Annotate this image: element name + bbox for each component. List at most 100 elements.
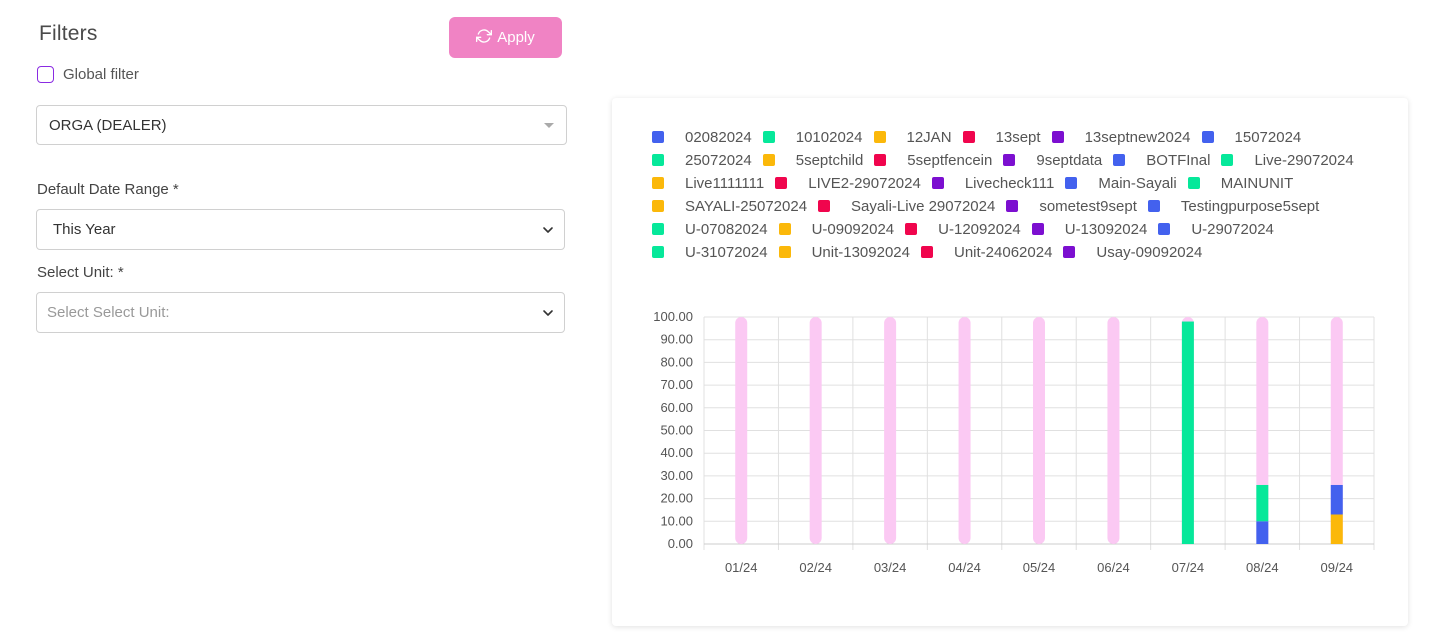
legend-label: Live1111111 xyxy=(685,174,765,192)
unit-placeholder: Select Select Unit: xyxy=(47,304,170,321)
legend-label: 02082024 xyxy=(685,128,752,146)
legend-swatch xyxy=(905,223,918,235)
bar-background xyxy=(958,317,971,544)
legend-swatch xyxy=(1158,223,1171,235)
legend-item[interactable]: U-29072024 xyxy=(1158,220,1274,238)
y-tick-label: 100.00 xyxy=(653,309,693,324)
apply-button[interactable]: Apply xyxy=(449,17,562,58)
legend-item[interactable]: Main-Sayali xyxy=(1065,174,1177,192)
stacked-bar-chart: 0.00 10.00 20.00 30.00 40.00 50.00 60.00 70.00 8… xyxy=(653,309,1375,575)
y-tick-label: 90.00 xyxy=(660,332,693,347)
bar-segment xyxy=(1256,484,1269,522)
legend-swatch xyxy=(873,131,886,143)
legend-label: 12JAN xyxy=(906,128,952,146)
legend-item[interactable]: Usay-09092024 xyxy=(1063,243,1202,261)
x-tick-label: 07/24 xyxy=(1172,560,1205,575)
legend-label: BOTFInal xyxy=(1146,151,1211,169)
legend-label: Testingpurpose5sept xyxy=(1180,197,1320,215)
legend-label: 13septnew2024 xyxy=(1084,128,1191,146)
legend-item[interactable]: SAYALI-25072024 xyxy=(652,197,807,215)
legend-item[interactable]: 5septfencein xyxy=(874,151,992,169)
legend-label: Unit-24062024 xyxy=(954,243,1053,261)
bar-segment xyxy=(1181,321,1194,544)
unit-label: Select Unit: * xyxy=(37,264,124,281)
legend-label: 5septchild xyxy=(795,151,864,169)
legend-label: 10102024 xyxy=(795,128,863,146)
legend-item[interactable]: LIVE2-29072024 xyxy=(775,174,921,192)
legend-label: U-09092024 xyxy=(811,220,895,238)
global-filter-label: Global filter xyxy=(63,66,139,83)
global-filter-checkbox[interactable] xyxy=(37,66,54,83)
legend-swatch xyxy=(778,223,791,235)
legend-swatch xyxy=(1187,177,1200,189)
legend-label: SAYALI-25072024 xyxy=(685,197,808,215)
legend-label: MAINUNIT xyxy=(1220,174,1294,192)
legend-item[interactable]: U-09092024 xyxy=(778,220,895,238)
legend-label: Live-29072024 xyxy=(1254,151,1354,169)
legend-item[interactable]: sometest9sept xyxy=(1006,197,1137,215)
chart-card: 02082024 10102024 12JAN 13sept 13septnew2024… xyxy=(612,98,1408,626)
legend-swatch xyxy=(1031,223,1044,235)
legend-swatch xyxy=(1006,200,1019,212)
legend-item[interactable]: U-12092024 xyxy=(905,220,1021,238)
legend-label: U-29072024 xyxy=(1191,220,1274,238)
y-tick-label: 70.00 xyxy=(660,377,693,392)
bar-background xyxy=(1107,317,1120,544)
bar-segment xyxy=(1330,514,1343,544)
legend-item[interactable]: Testingpurpose5sept xyxy=(1147,197,1320,215)
legend-item[interactable]: U-13092024 xyxy=(1031,220,1147,238)
legend-swatch xyxy=(1065,177,1078,189)
legend-label: U-12092024 xyxy=(938,220,1021,238)
legend-swatch xyxy=(921,246,933,258)
date-range-select[interactable]: This Year xyxy=(36,209,565,250)
legend-item[interactable]: U-07082024 xyxy=(652,220,768,238)
legend-item[interactable]: Sayali-Live 29072024 xyxy=(818,197,995,215)
x-tick-label: 09/24 xyxy=(1321,560,1354,575)
organization-select[interactable]: ORGA (DEALER) xyxy=(36,105,567,145)
date-range-label: Default Date Range * xyxy=(37,181,179,198)
legend-label: LIVE2-29072024 xyxy=(808,174,921,192)
legend-item[interactable]: Unit-13092024 xyxy=(778,243,910,261)
legend-item[interactable]: Live-29072024 xyxy=(1221,151,1354,169)
legend-item[interactable]: 10102024 xyxy=(762,128,863,146)
legend-item[interactable]: 5septchild xyxy=(762,151,864,169)
legend-item[interactable]: 25072024 xyxy=(652,151,752,169)
legend-label: 25072024 xyxy=(685,151,752,169)
legend-item[interactable]: 13sept xyxy=(962,128,1041,146)
legend-swatch xyxy=(652,223,664,235)
caret-down-icon xyxy=(544,122,554,128)
y-tick-label: 50.00 xyxy=(660,423,693,438)
legend-item[interactable]: 15072024 xyxy=(1201,128,1301,146)
legend-item[interactable]: BOTFInal xyxy=(1113,151,1210,169)
global-filter: Global filter xyxy=(37,66,139,83)
y-tick-label: 80.00 xyxy=(660,354,693,369)
legend-item[interactable]: Unit-24062024 xyxy=(921,243,1052,261)
legend-swatch xyxy=(818,200,831,212)
legend-label: Livecheck111 xyxy=(964,174,1055,192)
y-tick-label: 10.00 xyxy=(660,513,693,528)
x-tick-label: 02/24 xyxy=(799,560,832,575)
bar-segment xyxy=(1256,521,1269,544)
y-tick-label: 20.00 xyxy=(660,491,693,506)
bar-segment xyxy=(1330,484,1343,515)
y-tick-label: 30.00 xyxy=(660,468,693,483)
legend-swatch xyxy=(652,177,664,189)
legend-swatch xyxy=(1113,154,1126,166)
legend-item[interactable]: 9septdata xyxy=(1003,151,1102,169)
legend-item[interactable]: U-31072024 xyxy=(652,243,768,261)
legend-item[interactable]: Livecheck111 xyxy=(931,174,1055,192)
chart-legend: 02082024 10102024 12JAN 13sept 13septnew2024… xyxy=(652,128,1392,261)
legend-item[interactable]: MAINUNIT xyxy=(1187,174,1294,192)
x-tick-label: 04/24 xyxy=(948,560,981,575)
legend-item[interactable]: Live1111111 xyxy=(652,174,764,192)
legend-item[interactable]: 02082024 xyxy=(652,128,752,146)
legend-label: Usay-09092024 xyxy=(1096,243,1203,261)
legend-item[interactable]: 13septnew2024 xyxy=(1051,128,1191,146)
organization-value: ORGA (DEALER) xyxy=(49,116,167,134)
bar-background xyxy=(1033,317,1045,544)
legend-item[interactable]: 12JAN xyxy=(873,128,952,146)
legend-swatch xyxy=(775,177,788,189)
apply-button-label: Apply xyxy=(497,29,535,46)
legend-label: sometest9sept xyxy=(1039,197,1137,215)
unit-select[interactable]: Select Select Unit: xyxy=(36,292,565,333)
